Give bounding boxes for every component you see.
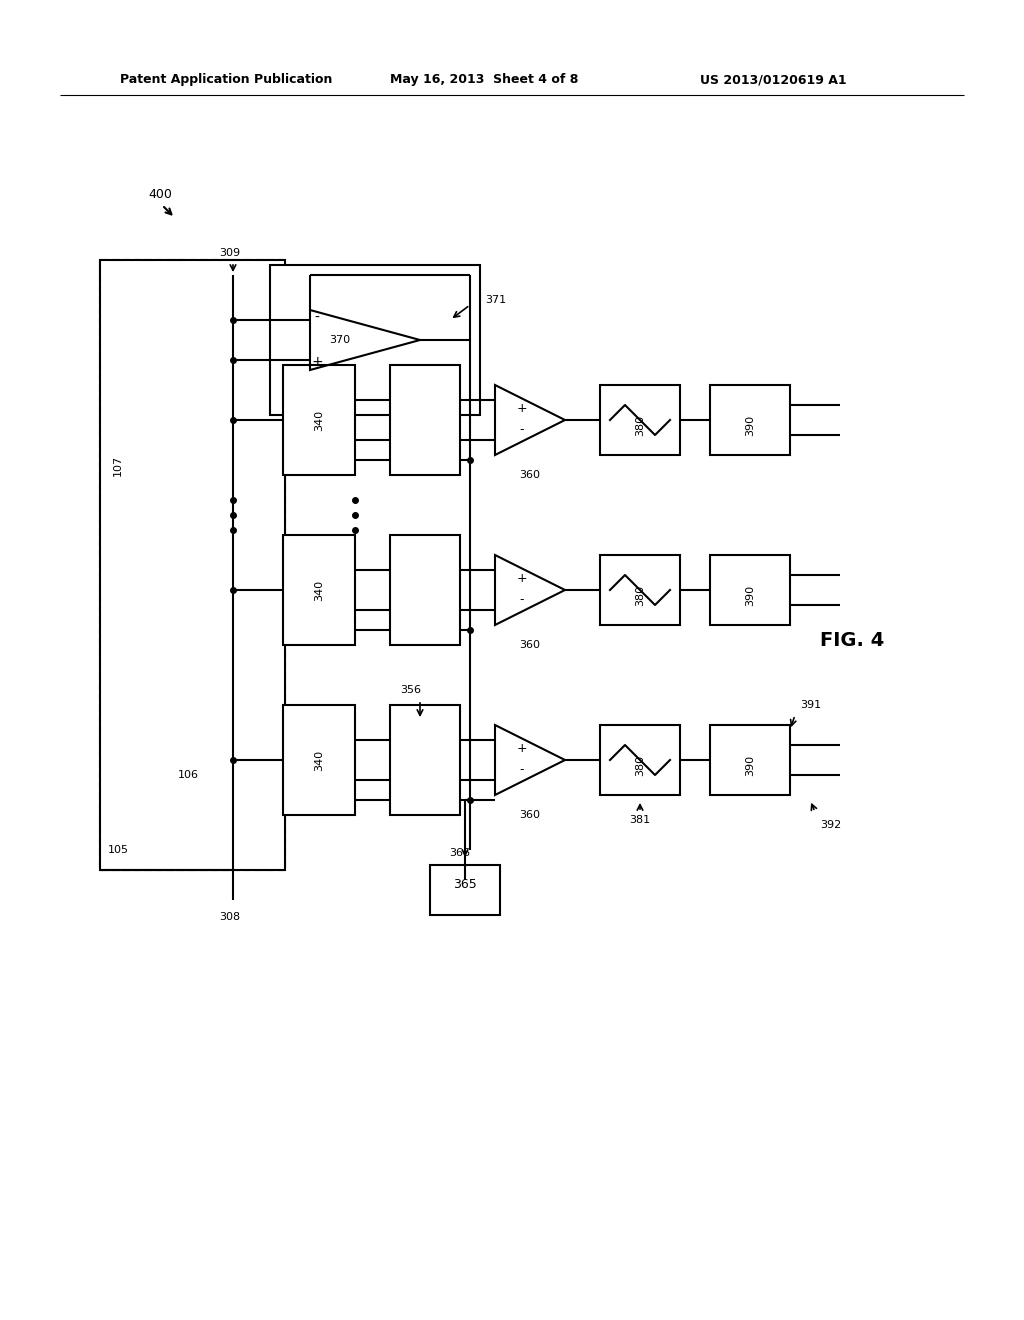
Text: US 2013/0120619 A1: US 2013/0120619 A1 bbox=[700, 74, 847, 87]
Text: +: + bbox=[311, 355, 323, 370]
Text: Patent Application Publication: Patent Application Publication bbox=[120, 74, 333, 87]
Bar bbox=[600, 554, 680, 624]
Text: 371: 371 bbox=[485, 294, 506, 305]
Text: +: + bbox=[517, 572, 527, 585]
Text: -: - bbox=[520, 594, 524, 606]
Text: 381: 381 bbox=[630, 814, 650, 825]
Text: 392: 392 bbox=[820, 820, 842, 830]
Text: +: + bbox=[517, 401, 527, 414]
Text: FIG. 4: FIG. 4 bbox=[820, 631, 885, 649]
Bar bbox=[390, 366, 460, 475]
Bar bbox=[430, 865, 500, 915]
Text: 391: 391 bbox=[800, 700, 821, 710]
Text: 390: 390 bbox=[745, 414, 755, 436]
Text: 366: 366 bbox=[450, 847, 470, 858]
Bar bbox=[283, 535, 355, 645]
Text: 356: 356 bbox=[400, 685, 421, 696]
Text: 390: 390 bbox=[745, 585, 755, 606]
Text: 340: 340 bbox=[314, 409, 324, 430]
Text: 365: 365 bbox=[454, 879, 477, 891]
Text: 106: 106 bbox=[178, 770, 199, 780]
Text: 390: 390 bbox=[745, 755, 755, 776]
Text: 308: 308 bbox=[219, 912, 241, 921]
Text: -: - bbox=[520, 424, 524, 437]
Bar bbox=[283, 366, 355, 475]
Text: -: - bbox=[520, 763, 524, 776]
Bar bbox=[390, 535, 460, 645]
Bar bbox=[710, 554, 790, 624]
Bar bbox=[600, 725, 680, 795]
Bar bbox=[100, 260, 285, 870]
Text: 340: 340 bbox=[314, 579, 324, 601]
Text: 380: 380 bbox=[635, 585, 645, 606]
Text: 370: 370 bbox=[330, 335, 350, 345]
Text: 360: 360 bbox=[519, 640, 541, 649]
Bar bbox=[283, 705, 355, 814]
Bar bbox=[600, 385, 680, 455]
Text: 107: 107 bbox=[113, 454, 123, 475]
Text: 380: 380 bbox=[635, 755, 645, 776]
Bar bbox=[100, 260, 285, 870]
Bar bbox=[710, 385, 790, 455]
Bar bbox=[710, 725, 790, 795]
Text: 340: 340 bbox=[314, 750, 324, 771]
Bar bbox=[108, 280, 245, 649]
Text: 380: 380 bbox=[635, 414, 645, 436]
Bar bbox=[270, 265, 480, 414]
Bar bbox=[390, 705, 460, 814]
Text: -: - bbox=[314, 312, 319, 325]
Text: 105: 105 bbox=[108, 845, 129, 855]
Text: 400: 400 bbox=[148, 189, 172, 202]
Text: May 16, 2013  Sheet 4 of 8: May 16, 2013 Sheet 4 of 8 bbox=[390, 74, 579, 87]
Text: 360: 360 bbox=[519, 470, 541, 480]
Text: 360: 360 bbox=[519, 810, 541, 820]
Text: +: + bbox=[517, 742, 527, 755]
Text: 309: 309 bbox=[219, 248, 241, 257]
